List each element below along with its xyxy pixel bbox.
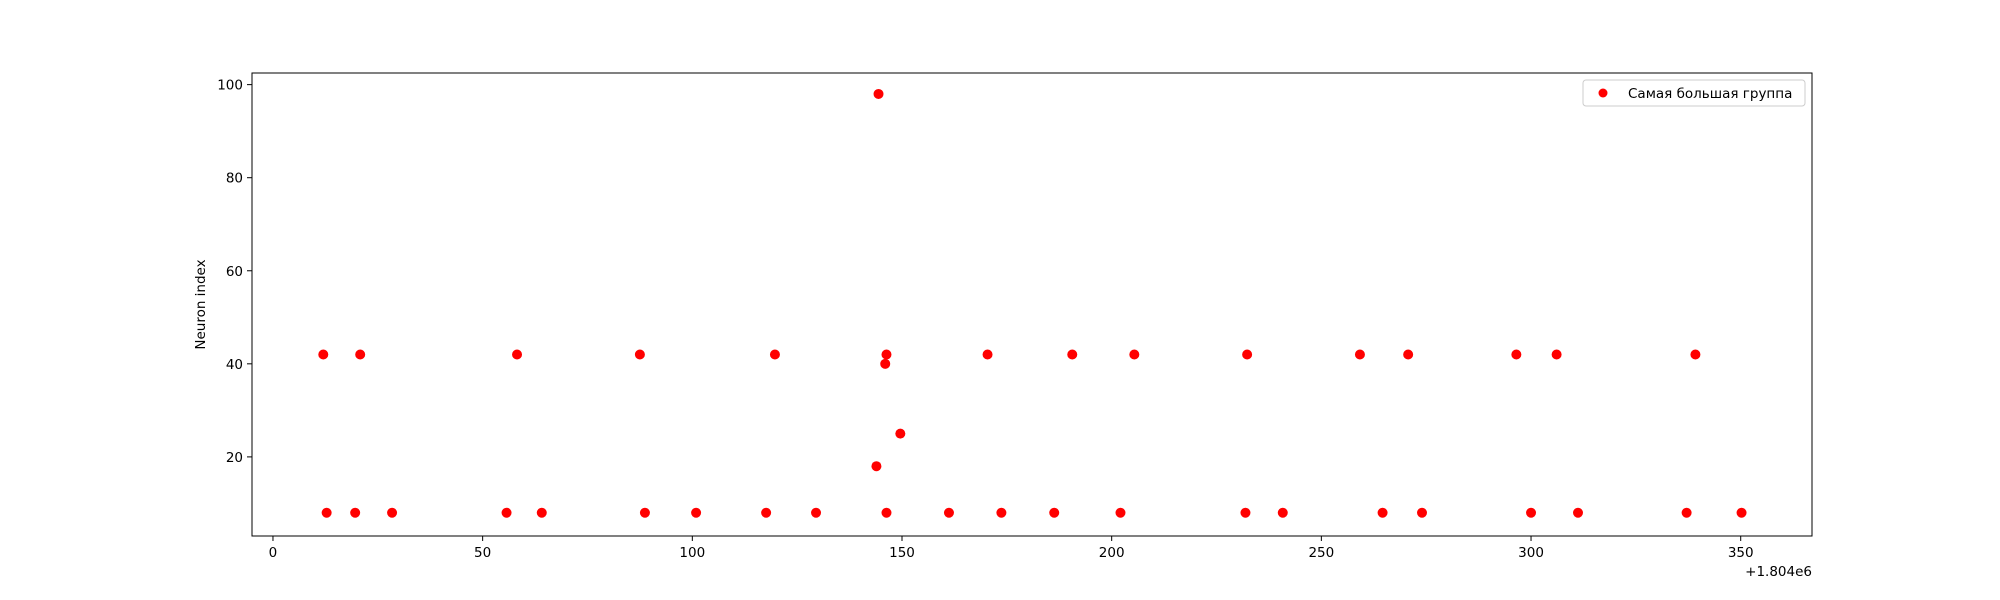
data-point [895, 428, 906, 439]
data-point [1403, 349, 1414, 360]
data-point [811, 507, 822, 518]
data-point [318, 349, 329, 360]
y-tick-label: 40 [226, 357, 243, 373]
data-point [1511, 349, 1522, 360]
y-axis: 20 40 60 80 100 [217, 78, 252, 466]
y-tick-label: 80 [226, 171, 243, 187]
data-point [355, 349, 366, 360]
data-point [873, 88, 884, 99]
x-tick-label: 300 [1518, 545, 1544, 561]
data-point [1242, 349, 1253, 360]
data-point [996, 507, 1007, 518]
data-point [1129, 349, 1140, 360]
x-tick-label: 150 [889, 545, 915, 561]
y-tick-label: 20 [226, 450, 243, 466]
x-tick-label: 200 [1099, 545, 1125, 561]
data-point [1049, 507, 1060, 518]
x-tick-label: 250 [1308, 545, 1334, 561]
axes-frame [251, 72, 1813, 537]
plot-area [318, 88, 1747, 518]
data-point [1573, 507, 1583, 518]
data-point [881, 507, 892, 518]
data-point [761, 507, 772, 518]
data-point [1377, 507, 1388, 518]
legend-marker [1598, 88, 1608, 98]
x-tick-label: 350 [1728, 545, 1754, 561]
data-point [634, 349, 645, 360]
y-axis-label: Neuron index [193, 259, 209, 349]
data-point [691, 507, 702, 518]
data-point [880, 358, 891, 369]
data-point [350, 507, 361, 518]
y-tick-label: 100 [217, 78, 243, 94]
data-point [1417, 507, 1427, 518]
legend-box [1582, 79, 1806, 107]
data-point [881, 349, 892, 360]
data-point [387, 507, 398, 518]
x-tick-label: 50 [474, 545, 491, 561]
data-point [1354, 349, 1365, 360]
data-point [512, 349, 523, 360]
data-point [1551, 349, 1562, 360]
legend: Самая большая группа [1582, 79, 1806, 107]
data-point [1240, 507, 1251, 518]
data-point [1067, 349, 1078, 360]
data-point [1115, 507, 1126, 518]
data-point [1690, 349, 1701, 360]
x-axis-offset-label: +1.804e6 [1745, 564, 1812, 580]
data-point [1526, 507, 1537, 518]
x-tick-label: 0 [269, 545, 278, 561]
y-tick-label: 60 [226, 264, 243, 280]
data-point [871, 461, 882, 472]
data-point [1277, 507, 1288, 518]
x-axis: 0 50 100 150 200 250 300 350 [269, 536, 1754, 561]
data-point [1736, 507, 1747, 518]
data-point [769, 349, 780, 360]
data-point [943, 507, 954, 518]
data-point [639, 507, 650, 518]
x-tick-label: 100 [679, 545, 705, 561]
data-point [321, 507, 332, 518]
data-point [501, 507, 512, 518]
data-point [1681, 507, 1692, 518]
data-point [982, 349, 993, 360]
data-point [536, 507, 547, 518]
legend-label: Самая большая группа [1628, 86, 1792, 102]
